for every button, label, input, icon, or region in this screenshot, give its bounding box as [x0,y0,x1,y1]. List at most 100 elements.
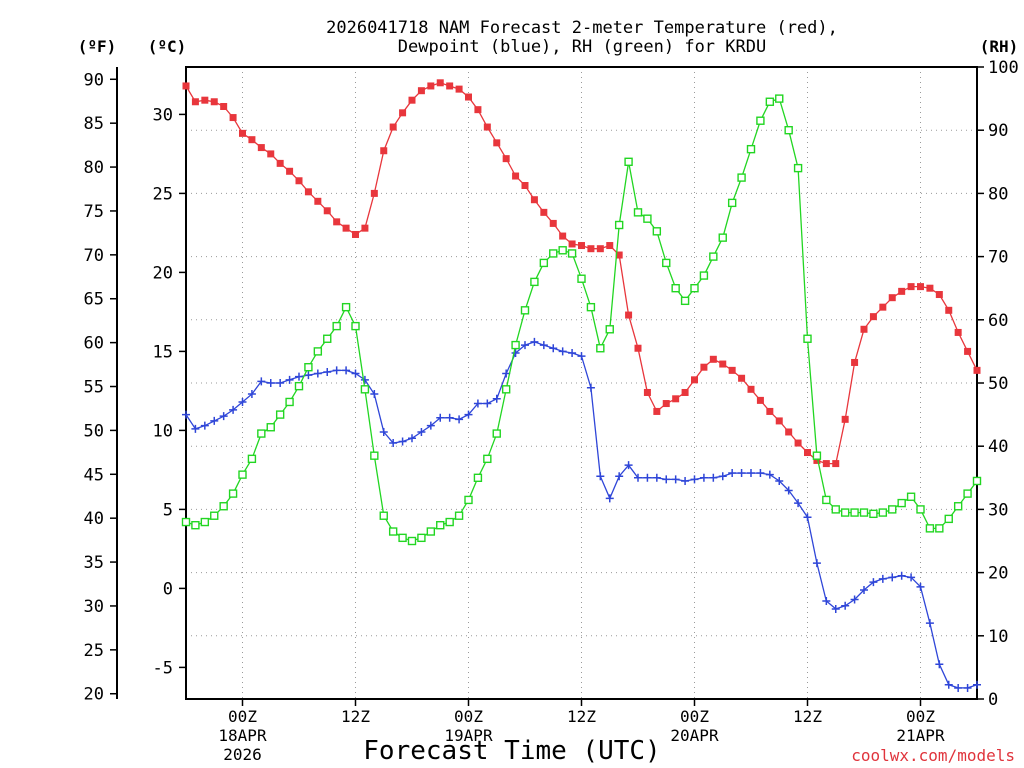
temperature-point [512,172,520,180]
temperature-point [342,224,350,232]
temperature-point [182,82,190,90]
temperature-point [559,232,567,240]
temperature-point [747,385,755,393]
rh-tick-label: 60 [988,311,1008,331]
dewpoint-point [935,660,944,669]
dewpoint-point [492,394,501,403]
dewpoint-point [257,377,266,386]
temperature-point [549,219,557,227]
relative-humidity-point [323,334,332,343]
relative-humidity-point [727,198,737,208]
dewpoint-point [436,413,445,422]
temperature-point [295,177,303,185]
fahrenheit-tick-label: 45 [84,465,104,485]
dewpoint-point [709,473,718,482]
relative-humidity-point [398,533,407,543]
dewpoint-point [747,469,755,478]
fahrenheit-tick-label: 35 [84,553,104,573]
temperature-point [408,96,416,104]
dewpoint-point [426,421,435,430]
relative-humidity-point [859,508,869,517]
relative-humidity-point [520,306,530,315]
relative-humidity-point [916,505,925,514]
relative-humidity-point [935,524,944,533]
relative-humidity-point [972,476,982,486]
rh-tick-label: 90 [988,121,1008,141]
grid-lines [186,67,977,699]
celsius-tick-label: 25 [153,184,173,204]
dewpoint-point [464,410,473,419]
relative-humidity-point [586,302,596,312]
temperature-point [587,245,595,253]
dewpoint-point [944,680,953,689]
fahrenheit-tick-label: 25 [84,641,104,661]
temperature-point [333,218,341,226]
temperature-point [907,283,915,291]
relative-humidity-point [388,527,398,536]
rh-tick-label: 40 [988,437,1008,457]
relative-humidity-point [953,502,963,511]
time-tick-label: 12Z [567,707,596,726]
temperature-point [832,460,840,468]
dewpoint-point [210,416,219,425]
fahrenheit-tick-label: 65 [84,290,104,310]
dewpoint-point [822,597,831,606]
series-layer [181,79,982,692]
dewpoint-point [285,375,294,384]
fahrenheit-tick-label: 50 [84,421,104,441]
relative-humidity-point [699,271,709,280]
temperature-point [474,106,482,114]
temperature-point [361,224,369,232]
dewpoint-point [483,399,492,408]
relative-humidity-point [624,157,633,167]
site-credit: coolwx.com/models [851,746,1015,765]
temperature-point [370,189,378,197]
temperature-point [625,311,633,319]
rh-axis: 0 10 20 30 40 50 60 70 80 90 100 [977,58,1019,710]
relative-humidity-point [313,347,323,356]
fahrenheit-axis: 20 25 30 35 40 45 50 55 60 65 70 75 80 85 90 [84,70,117,705]
temperature-point [662,400,670,408]
dewpoint-point [502,369,511,378]
relative-humidity-point [775,94,784,103]
temperature-point [728,366,736,374]
dewpoint-point [586,383,595,392]
temperature-point [766,407,774,415]
dewpoint-point [445,413,454,422]
rh-tick-label: 50 [988,374,1008,394]
relative-humidity-point [888,505,897,514]
time-tick-label: 12Z [341,707,370,726]
dewpoint-point [907,573,916,582]
relative-humidity-point [944,514,953,524]
relative-humidity-point [963,489,972,498]
dewpoint-point [615,472,624,481]
temperature-point [879,303,887,311]
relative-humidity-point [878,508,888,517]
chart-title-line-1: 2026041718 NAM Forecast 2-meter Temperat… [326,18,838,38]
temperature-point [304,188,312,196]
temperature-point [483,123,491,131]
dewpoint-point [775,476,784,485]
temperature-point [643,388,651,396]
temperature-point [813,456,821,464]
chart-title-line-2: Dewpoint (blue), RH (green) for KRDU [398,37,766,57]
temperature-point [926,284,934,292]
temperature-point [239,129,246,137]
temperature-point [540,208,548,216]
temperature-point [691,376,698,384]
relative-humidity-point [351,321,360,331]
temperature-point [672,395,680,403]
dewpoint-point [596,472,605,481]
relative-humidity-point [897,498,906,508]
dewpoint-point [577,352,586,361]
dewpoint-point [360,375,369,384]
fahrenheit-tick-label: 80 [84,158,104,178]
dewpoint-point [737,469,746,478]
relative-humidity-point [605,325,614,334]
relative-humidity-point [530,277,539,287]
relative-humidity-point [238,470,247,479]
temperature-point [380,147,388,155]
celsius-tick-label: -5 [153,658,173,678]
